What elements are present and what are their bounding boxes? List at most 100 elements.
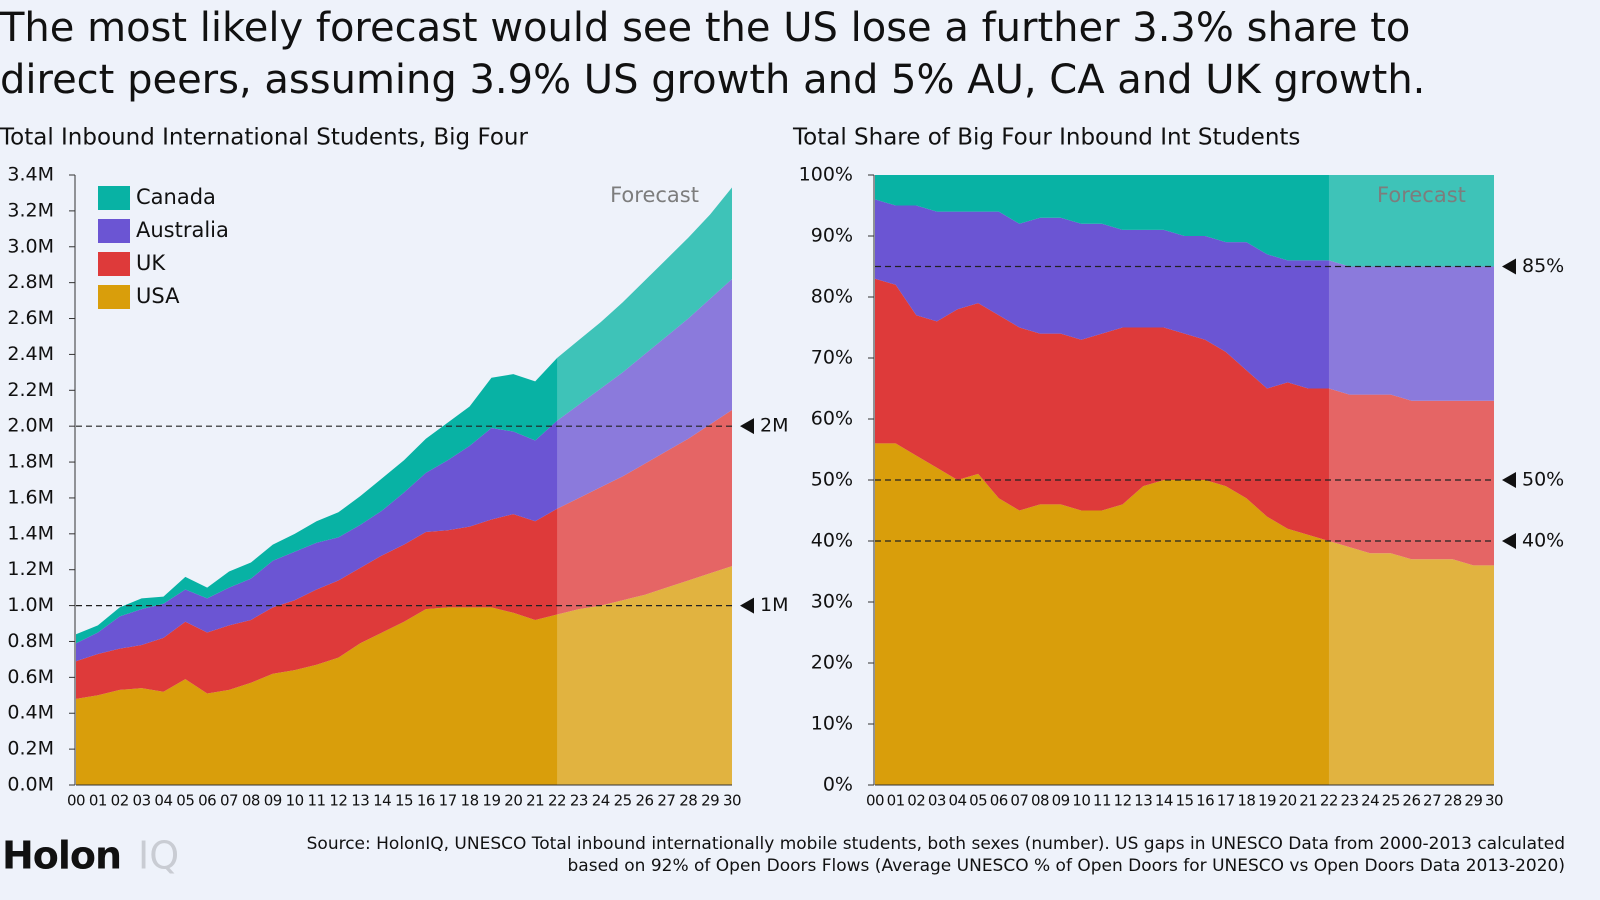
y-tick-label: 1.0M [7,594,54,616]
x-tick-label: 15 [1175,792,1193,810]
x-tick-label: 15 [395,792,413,810]
y-tick-label: 100% [799,164,853,186]
y-tick-label: 2.2M [7,379,54,401]
y-tick-label: 80% [811,286,853,308]
y-tick-label: 50% [811,469,853,491]
reference-arrow [740,597,754,614]
area [875,175,1494,267]
x-tick-label: 01 [887,792,905,810]
reference-arrow [1502,533,1516,549]
x-tick-label: 21 [526,792,544,810]
y-tick-label: 70% [811,347,853,369]
x-tick-label: 10 [1072,792,1090,810]
x-tick-label: 28 [1444,792,1462,810]
legend-swatch [98,252,130,276]
y-tick-label: 40% [811,530,853,552]
x-tick-label: 08 [242,792,260,810]
x-tick-label: 26 [635,792,653,810]
x-tick-label: 09 [264,792,282,810]
y-tick-label: 3.4M [7,164,54,186]
x-tick-label: 08 [1031,792,1049,810]
x-tick-label: 20 [504,792,522,810]
x-tick-label: 28 [679,792,697,810]
x-tick-label: 17 [439,792,457,810]
x-tick-label: 14 [373,792,391,810]
x-tick-label: 18 [1237,792,1255,810]
forecast-shade [557,187,732,785]
x-tick-label: 06 [198,792,216,810]
legend-label: UK [136,251,166,275]
x-tick-label: 19 [1258,792,1276,810]
y-tick-label: 1.4M [7,522,54,544]
area [875,443,1494,785]
x-tick-label: 02 [907,792,925,810]
x-tick-label: 13 [1134,792,1152,810]
forecast-label: Forecast [610,183,699,207]
y-tick-label: 60% [811,408,853,430]
y-tick-label: 2.4M [7,343,54,365]
y-tick-label: 0.4M [7,702,54,724]
x-tick-label: 16 [1196,792,1214,810]
x-tick-label: 25 [1382,792,1400,810]
x-tick-label: 00 [866,792,884,810]
legend-swatch [98,219,130,243]
y-tick-label: 2.8M [7,271,54,293]
x-tick-label: 12 [329,792,347,810]
legend-label: Australia [136,218,229,242]
reference-label: 50% [1522,469,1564,491]
x-tick-label: 00 [67,792,85,810]
y-tick-label: 90% [811,225,853,247]
y-tick-label: 3.0M [7,235,54,257]
x-tick-label: 07 [220,792,238,810]
y-tick-label: 1.6M [7,486,54,508]
legend-swatch [98,285,130,309]
x-tick-label: 03 [133,792,151,810]
forecast-label: Forecast [1377,183,1466,207]
x-tick-label: 23 [570,792,588,810]
x-tick-label: 04 [154,792,172,810]
area [76,279,732,662]
x-tick-label: 22 [548,792,566,810]
y-tick-label: 10% [811,713,853,735]
x-tick-label: 16 [417,792,435,810]
x-tick-label: 24 [1361,792,1379,810]
chart-title: Total Inbound International Students, Bi… [0,125,529,151]
x-tick-label: 11 [307,792,325,810]
x-tick-label: 30 [1485,792,1503,810]
y-tick-label: 0% [823,774,853,796]
area [76,566,732,785]
y-tick-label: 2.0M [7,415,54,437]
x-tick-label: 05 [969,792,987,810]
x-tick-label: 01 [89,792,107,810]
x-tick-label: 25 [614,792,632,810]
x-tick-label: 23 [1341,792,1359,810]
y-tick-label: 0.0M [7,774,54,796]
x-tick-label: 12 [1114,792,1132,810]
x-tick-label: 22 [1320,792,1338,810]
x-tick-label: 07 [1010,792,1028,810]
chart-title: Total Share of Big Four Inbound Int Stud… [792,125,1300,151]
legend-swatch [98,186,130,210]
x-tick-label: 06 [990,792,1008,810]
reference-label: 40% [1522,530,1564,552]
area [875,199,1494,401]
y-tick-label: 3.2M [7,199,54,221]
x-tick-label: 17 [1217,792,1235,810]
x-tick-label: 11 [1093,792,1111,810]
x-tick-label: 10 [286,792,304,810]
x-tick-label: 19 [482,792,500,810]
y-tick-label: 0.8M [7,630,54,652]
x-tick-label: 03 [928,792,946,810]
y-tick-label: 20% [811,652,853,674]
legend-label: USA [136,284,180,308]
x-tick-label: 30 [723,792,741,810]
x-tick-label: 20 [1279,792,1297,810]
headline: The most likely forecast would see the U… [0,5,1410,51]
reference-label: 85% [1522,255,1564,277]
reference-arrow [1502,472,1516,488]
area [76,410,732,699]
source-note: based on 92% of Open Doors Flows (Averag… [568,856,1565,876]
y-tick-label: 2.6M [7,307,54,329]
